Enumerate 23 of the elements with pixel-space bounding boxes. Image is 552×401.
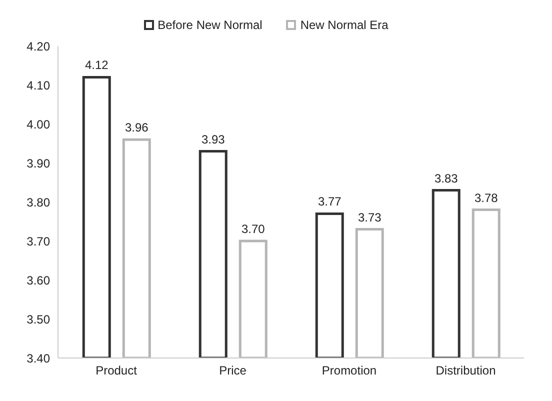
data-label: 3.93 xyxy=(201,132,226,146)
data-label: 3.70 xyxy=(241,222,266,236)
data-label: 4.12 xyxy=(84,58,109,72)
y-tick-label: 4.10 xyxy=(26,78,50,92)
x-tick-label: Product xyxy=(96,364,138,378)
y-tick-label: 3.70 xyxy=(26,234,50,248)
x-tick-label: Promotion xyxy=(322,364,377,378)
data-label: 3.96 xyxy=(124,120,149,135)
y-tick-label: 3.90 xyxy=(26,156,50,170)
x-tick-label: Distribution xyxy=(436,364,496,378)
y-tick-label: 4.00 xyxy=(26,117,50,132)
data-label: 3.83 xyxy=(434,171,458,186)
data-label: 3.73 xyxy=(358,210,382,224)
data-label: 3.78 xyxy=(474,190,498,205)
x-tick-label: Price xyxy=(219,364,247,378)
data-label: 3.77 xyxy=(318,194,342,209)
y-tick-label: 4.20 xyxy=(26,39,50,54)
legend-label: Before New Normal xyxy=(158,18,262,32)
y-tick-label: 3.50 xyxy=(26,312,50,326)
legend-label: New Normal Era xyxy=(300,18,388,32)
y-tick-label: 3.80 xyxy=(26,195,50,210)
y-tick-label: 3.40 xyxy=(26,351,50,366)
y-tick-label: 3.60 xyxy=(26,273,50,288)
